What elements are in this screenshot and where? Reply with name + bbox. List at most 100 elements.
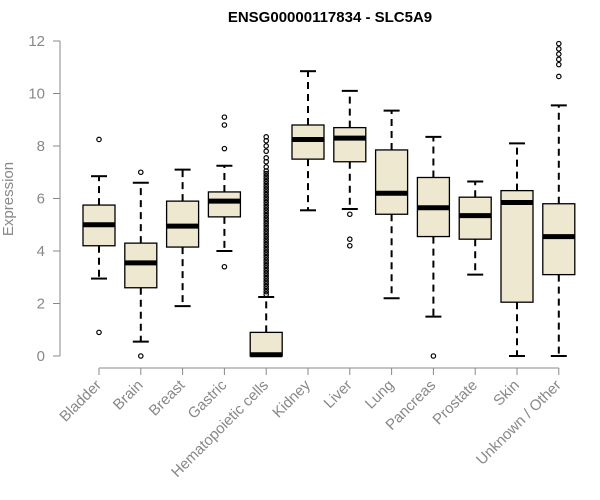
outlier-point (346, 236, 353, 242)
x-tick-label: Kidney (269, 376, 314, 421)
outlier-point (263, 164, 270, 170)
outlier-point (263, 199, 270, 206)
outlier-point (263, 262, 270, 269)
outlier-point (263, 181, 270, 187)
box-series (82, 40, 576, 359)
outlier-point (346, 242, 353, 249)
outlier-point (263, 236, 270, 242)
x-tick-label: Liver (321, 377, 356, 412)
outlier-point (263, 212, 270, 219)
outlier-point (263, 249, 270, 256)
outlier-point (263, 148, 270, 155)
outlier-point (263, 170, 270, 177)
box-group (249, 134, 283, 358)
outlier-point (221, 122, 228, 128)
box-group (82, 136, 116, 336)
outlier-point (221, 114, 228, 120)
outlier-point (263, 233, 270, 240)
outlier-point (263, 202, 270, 208)
box-group (333, 89, 367, 249)
outlier-point (430, 353, 437, 359)
box-group (374, 109, 409, 300)
outlier-point (263, 228, 270, 235)
outlier-point (263, 223, 270, 229)
outlier-point (555, 73, 562, 80)
iqr-box (207, 191, 242, 218)
outlier-point (263, 267, 270, 274)
outlier-point (263, 270, 270, 277)
y-tick-label: 8 (37, 138, 45, 155)
outlier-point (221, 263, 228, 270)
y-axis-label: Expression (0, 162, 17, 236)
y-axis: 0 2 4 6 8 10 12 (28, 33, 61, 365)
iqr-box (458, 196, 492, 240)
iqr-box (500, 189, 534, 303)
y-tick-label: 2 (37, 296, 45, 313)
outlier-point (263, 244, 270, 250)
outlier-point (263, 254, 270, 261)
outlier-point (263, 265, 270, 271)
outlier-point (263, 283, 270, 290)
x-tick-label: Brain (110, 377, 147, 414)
box-group (291, 70, 325, 212)
outlier-point (555, 46, 562, 52)
outlier-point (263, 225, 270, 232)
iqr-box (374, 149, 409, 215)
outlier-point (96, 329, 102, 336)
box-group (207, 114, 242, 270)
outlier-point (263, 239, 270, 245)
outlier-point (263, 278, 270, 284)
outlier-point (555, 61, 562, 68)
outlier-point (263, 176, 270, 182)
outlier-point (263, 134, 270, 140)
y-tick-label: 10 (28, 86, 45, 103)
outlier-point (555, 40, 562, 47)
outlier-point (263, 252, 270, 258)
outlier-point (138, 353, 144, 359)
outlier-point (263, 210, 270, 216)
x-tick-label: Prostate (429, 377, 481, 429)
iqr-box (124, 242, 158, 289)
outlier-point (263, 275, 270, 282)
box-group (124, 169, 158, 359)
y-tick-label: 6 (37, 191, 45, 208)
x-tick-label: Breast (146, 376, 189, 419)
outlier-point (263, 218, 270, 224)
outlier-point (263, 143, 270, 149)
outlier-point (263, 173, 270, 179)
outlier-point (263, 281, 270, 287)
outlier-point (263, 189, 270, 195)
outlier-point (263, 220, 270, 227)
outlier-point (263, 231, 270, 237)
outlier-point (263, 241, 270, 248)
outlier-point (263, 197, 270, 203)
outlier-point (263, 273, 270, 279)
box-group (165, 168, 200, 308)
chart-title: ENSG00000117834 - SLC5A9 (228, 9, 432, 26)
outlier-point (263, 246, 270, 253)
x-tick-label: Bladder (56, 377, 105, 426)
box-group (416, 135, 451, 359)
y-tick-label: 0 (37, 348, 45, 365)
outlier-point (263, 207, 270, 214)
outlier-point (263, 155, 270, 161)
y-tick-label: 4 (37, 243, 45, 260)
outlier-point (221, 145, 228, 152)
outlier-point (263, 286, 270, 292)
box-group (500, 142, 534, 357)
iqr-box (542, 203, 576, 276)
outlier-point (346, 211, 353, 218)
outlier-point (263, 186, 270, 193)
iqr-box (333, 126, 367, 163)
outlier-point (263, 288, 270, 295)
outlier-point (263, 178, 270, 185)
outlier-point (263, 204, 270, 211)
box-group (542, 40, 576, 357)
outlier-point (263, 215, 270, 221)
outlier-point (263, 194, 270, 200)
outlier-point (555, 51, 562, 57)
y-tick-label: 12 (28, 33, 45, 50)
x-tick-label: Skin (490, 377, 523, 410)
